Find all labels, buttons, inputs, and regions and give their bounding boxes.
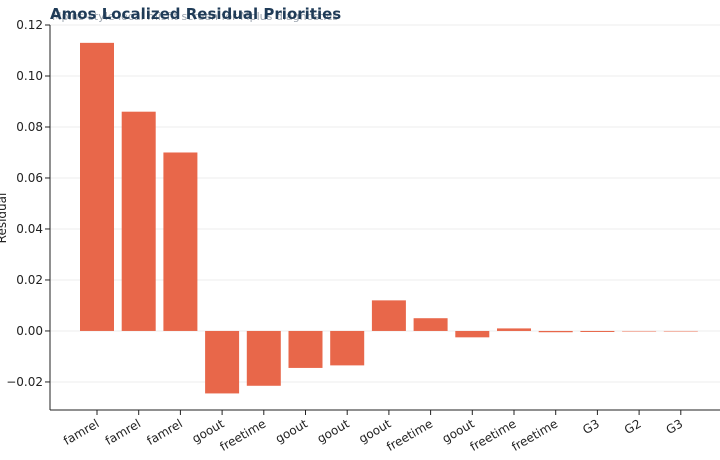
chart-subtitle: Mplus-style local misfit screen for Mplu… bbox=[52, 10, 338, 23]
x-tick-label: freetime bbox=[384, 416, 435, 454]
bar bbox=[580, 330, 615, 332]
x-tick-label: G3 bbox=[580, 416, 602, 437]
y-ticks: −0.02 0.00 0.02 0.04 0.06 0.08 0.10 0.12 bbox=[6, 18, 50, 389]
bar bbox=[330, 330, 365, 366]
bar bbox=[413, 318, 448, 331]
bar bbox=[163, 152, 198, 331]
bars bbox=[80, 42, 698, 394]
x-tick-label: G2 bbox=[622, 416, 644, 437]
bar bbox=[497, 328, 531, 331]
chart-title: Amos Localized Residual Priorities bbox=[50, 5, 341, 23]
bar bbox=[205, 330, 240, 394]
y-tick-label: 0.06 bbox=[16, 171, 43, 185]
x-tick-label: goout bbox=[315, 416, 352, 446]
y-tick-label: 0.04 bbox=[16, 222, 43, 236]
y-tick-label: 0.00 bbox=[16, 324, 43, 338]
bar bbox=[288, 330, 323, 368]
x-tick-label: freetime bbox=[509, 416, 560, 454]
bar bbox=[538, 330, 573, 333]
bar bbox=[663, 330, 698, 332]
x-tick-label: freetime bbox=[217, 416, 268, 454]
x-tick-label: G3 bbox=[664, 416, 686, 437]
y-tick-label: 0.12 bbox=[16, 18, 43, 32]
y-axis-label: Residual bbox=[0, 193, 9, 244]
x-tick-label: famrel bbox=[144, 416, 184, 447]
x-tick-label: famrel bbox=[103, 416, 143, 447]
bar bbox=[80, 42, 114, 331]
bar bbox=[246, 330, 281, 386]
x-tick-label: goout bbox=[273, 416, 310, 446]
x-tick-label: famrel bbox=[61, 416, 101, 447]
y-tick-label: 0.02 bbox=[16, 273, 43, 287]
bar bbox=[121, 111, 156, 331]
bar bbox=[622, 330, 657, 332]
y-tick-label: 0.10 bbox=[16, 69, 43, 83]
y-tick-label: 0.08 bbox=[16, 120, 43, 134]
x-tick-label: freetime bbox=[468, 416, 519, 454]
bar bbox=[371, 300, 406, 331]
grid-lines bbox=[50, 24, 720, 383]
bar bbox=[455, 330, 490, 338]
y-tick-label: −0.02 bbox=[6, 375, 43, 389]
axes bbox=[49, 25, 720, 411]
